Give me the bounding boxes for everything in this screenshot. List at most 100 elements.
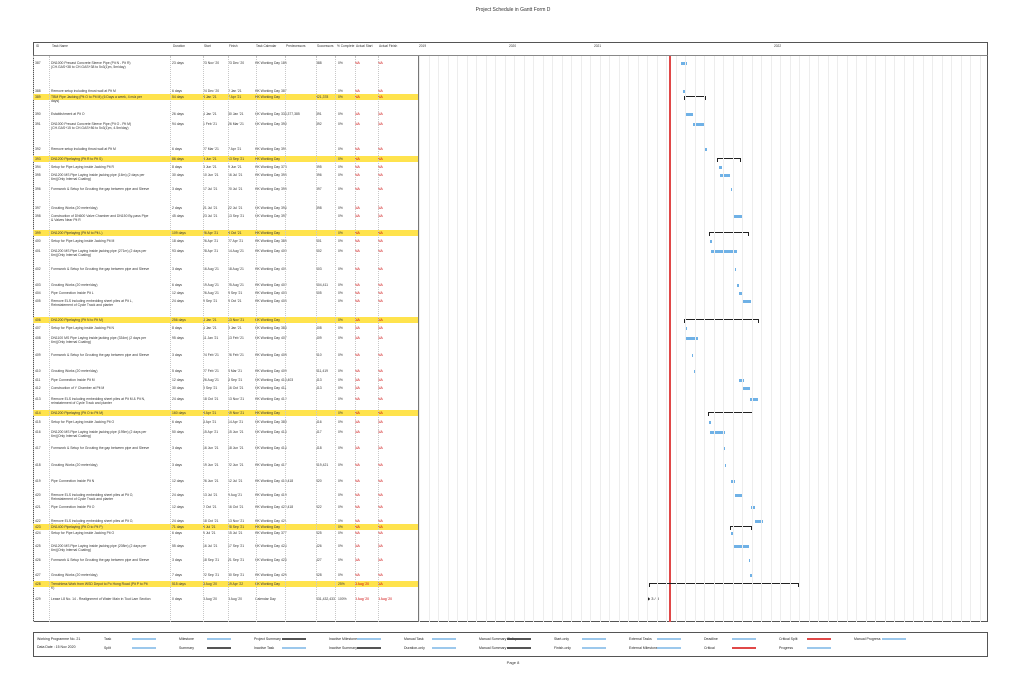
- cell-name: Construction of Y Chamber at Pit M: [51, 386, 105, 390]
- gantt-gridline: [457, 56, 458, 622]
- cell-dur: 95 days: [172, 336, 184, 340]
- cell-af: NA: [378, 519, 383, 523]
- cell-finish: 3 Aug '20: [228, 597, 243, 601]
- cell-as: NA: [355, 558, 360, 562]
- cell-name: Setup for Pipe Laying inside Jacking Pit…: [51, 326, 114, 330]
- task-bar: [750, 574, 752, 577]
- cell-start: 3 Aug '20: [203, 597, 218, 601]
- cell-af: NA: [378, 89, 383, 93]
- legend-label: Manual Summary: [479, 646, 507, 650]
- table-row: 388 Remove setup including thrust wall at…: [33, 88, 418, 93]
- task-bar: [685, 327, 687, 330]
- cell-succ: 388: [316, 61, 322, 65]
- gantt-gridline: [751, 56, 753, 622]
- task-bar: [735, 494, 742, 497]
- gantt-gridline: [922, 56, 924, 622]
- cell-pct: 0%: [338, 157, 343, 161]
- cell-pct: 0%: [338, 187, 343, 191]
- cell-cal: HK Working Day: [255, 525, 280, 529]
- table-row: 425 DN1200 MS Pipe Laying inside jacking …: [33, 543, 418, 552]
- table-row: 404 Pipe Connection Inside Pit L 12 days 26…: [33, 290, 418, 295]
- cell-pct: 0%: [338, 369, 343, 373]
- cell-as: NA: [355, 318, 360, 322]
- legend-swatch: [807, 638, 831, 640]
- cell-id: 419: [35, 479, 41, 483]
- cell-id: 413: [35, 397, 41, 401]
- table-gridline: [49, 56, 50, 622]
- cell-pct: 0%: [338, 525, 343, 529]
- gantt-gridline: [894, 56, 895, 622]
- cell-succ: 402: [316, 249, 322, 253]
- timeline-year: 2021: [594, 44, 602, 48]
- cell-name: DN1000 Precast Concrete Sleeve Pipe (Pit…: [51, 122, 132, 131]
- cell-start: 8 Apr '21: [203, 420, 217, 424]
- cell-as: NA: [355, 544, 360, 548]
- cell-pct: 0%: [338, 283, 343, 287]
- cell-id: 403: [35, 283, 41, 287]
- cell-dur: 2 days: [172, 206, 182, 210]
- cell-cal: HK Working Day 409: [255, 369, 287, 373]
- cell-af: NA: [378, 187, 383, 191]
- gantt-gridline: [476, 56, 477, 622]
- gantt-gridline: [647, 56, 648, 622]
- cell-name: DN1400 Pipelaying (Pit O to Pit P): [51, 525, 103, 529]
- task-bar: [731, 532, 733, 535]
- legend-label: External Tasks: [629, 637, 652, 641]
- gantt-gridline: [837, 56, 838, 622]
- cell-dur: 109 days: [172, 231, 186, 235]
- cell-succ: 401: [316, 239, 322, 243]
- cell-dur: 160 days: [172, 411, 186, 415]
- cell-as: NA: [355, 165, 360, 169]
- summary-bar: [684, 319, 759, 323]
- cell-af: NA: [378, 239, 383, 243]
- cell-id: 428: [35, 582, 41, 586]
- cell-start: 6 Jul '21: [203, 525, 216, 529]
- cell-succ: 426: [316, 544, 322, 548]
- cell-start: 9 Sep '21: [203, 299, 218, 303]
- legend-label: Manual Summary Rollup: [479, 637, 518, 641]
- cell-as: NA: [355, 420, 360, 424]
- cell-finish: 30 Sep '21: [228, 573, 245, 577]
- cell-as: NA: [355, 112, 360, 116]
- cell-succ: 417: [316, 430, 322, 434]
- cell-dur: 6 days: [172, 147, 182, 151]
- cell-finish: 16 Jul '21: [228, 173, 243, 177]
- cell-cal: HK Working Day 385: [255, 239, 287, 243]
- cell-name: DN1000 Precast Concrete Sleeve Pipe (Pit…: [51, 61, 131, 70]
- cell-dur: 6 days: [172, 420, 182, 424]
- gantt-gridline: [799, 56, 800, 622]
- cell-start: 2 Oct '21: [203, 505, 217, 509]
- cell-name: Remove ELS including embedding sheet pil…: [51, 493, 134, 502]
- gantt-gridline: [561, 56, 563, 622]
- cell-as: NA: [355, 378, 360, 382]
- cell-dur: 23 days: [172, 61, 184, 65]
- cell-af: NA: [378, 267, 383, 271]
- cell-as: NA: [355, 525, 360, 529]
- header-id: ID: [36, 44, 40, 48]
- cell-id: 404: [35, 291, 41, 295]
- cell-succ: 409: [316, 336, 322, 340]
- cell-pct: 0%: [338, 299, 343, 303]
- cell-dur: 256 days: [172, 318, 186, 322]
- cell-name: Grouting Works (20 meter/day): [51, 206, 98, 210]
- cell-finish: 25 Aug '21: [228, 283, 244, 287]
- cell-dur: 8 days: [172, 326, 182, 330]
- task-bar: [709, 421, 711, 424]
- gantt-gridline: [979, 56, 981, 622]
- legend-data-date: Data Date : 15 Nov 2020: [37, 645, 76, 649]
- cell-pct: 0%: [338, 531, 343, 535]
- cell-cal: HK Working Day 377: [255, 531, 287, 535]
- cell-start: 18 Oct '21: [203, 519, 219, 523]
- cell-pct: 0%: [338, 505, 343, 509]
- cell-name: Formwork & Setup for Grouting the gap be…: [51, 267, 150, 271]
- cell-succ: 403: [316, 267, 322, 271]
- cell-as: NA: [355, 573, 360, 577]
- gantt-gridline: [865, 56, 867, 622]
- task-bar: [720, 174, 730, 177]
- cell-start: 4 Jan '21: [203, 95, 217, 99]
- header-predecessors: Predecessors: [286, 44, 306, 48]
- legend-swatch: [732, 638, 756, 640]
- task-bar: [704, 148, 707, 151]
- table-gridline: [170, 56, 171, 622]
- cell-name: Setup for Pipe Laying inside Jacking Pit…: [51, 420, 115, 424]
